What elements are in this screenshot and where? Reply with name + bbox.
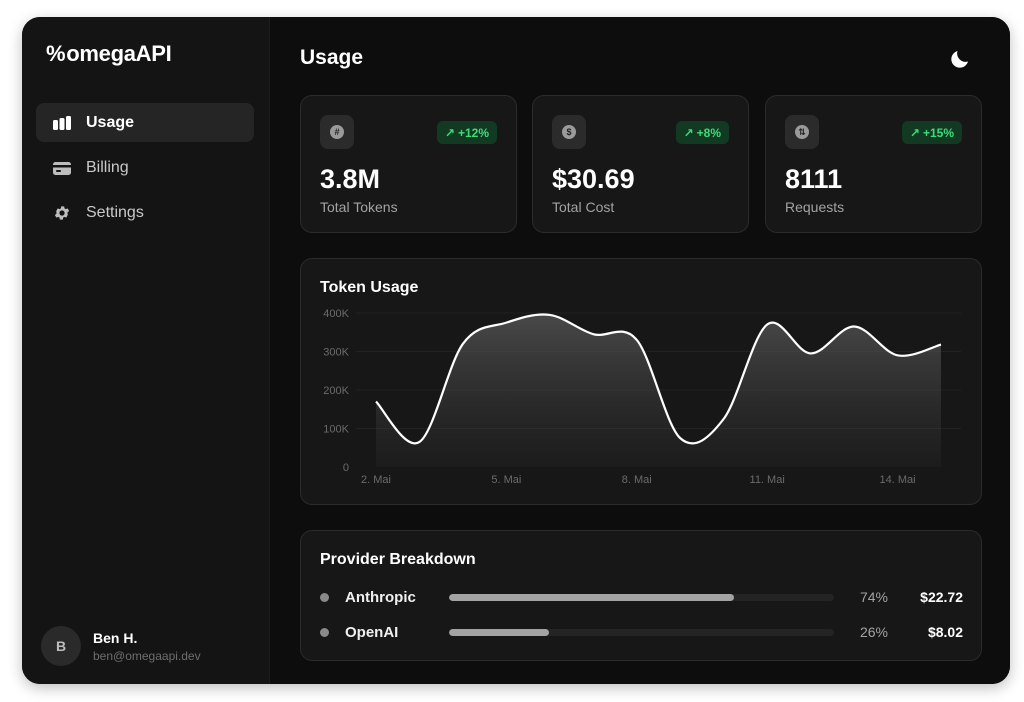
x-tick-label: 11. Mai	[750, 474, 785, 486]
sidebar-item-label: Settings	[86, 203, 144, 221]
data-point	[722, 417, 726, 421]
arrow-up-right-icon: ↗	[909, 125, 920, 140]
token-usage-chart[interactable]: 0 100K 200K 300K 400K 2. Mai 5. Mai 8. Mai 11. M…	[301, 259, 983, 506]
sidebar-nav: Usage Billing Settings	[36, 103, 254, 238]
provider-bar-track	[449, 628, 834, 636]
stat-icon-glyph: #	[330, 125, 344, 139]
arrows-swap-icon: ⇅	[785, 115, 819, 149]
stat-icon-glyph: ⇅	[795, 125, 809, 139]
provider-name: Anthropic	[345, 588, 416, 606]
stat-label: Total Cost	[552, 199, 615, 215]
provider-cost: $22.72	[920, 589, 963, 605]
stat-card-requests: ⇅ ↗ +15% 8111 Requests	[765, 95, 982, 233]
y-tick-label: 400K	[323, 308, 349, 320]
stat-value: $30.69	[552, 164, 635, 194]
data-point	[809, 351, 813, 355]
logo-text: omegaAPI	[66, 41, 172, 66]
change-badge: ↗ +12%	[436, 121, 497, 144]
provider-percent: 74%	[859, 589, 888, 605]
stat-card-cost: $ ↗ +8% $30.69 Total Cost	[532, 95, 749, 233]
data-point	[635, 338, 639, 342]
x-tick-label: 8. Mai	[622, 474, 652, 486]
sidebar: % omegaAPI Usage	[22, 17, 270, 684]
page-title: Usage	[300, 46, 364, 69]
arrow-up-right-icon: ↗	[444, 125, 455, 140]
y-tick-label: 0	[343, 462, 349, 474]
provider-breakdown-card: Provider Breakdown Anthropic 74% $22.72 …	[300, 530, 982, 661]
y-tick-label: 200K	[323, 385, 349, 397]
user-name: Ben H.	[93, 629, 138, 646]
stat-icon-glyph: $	[562, 125, 576, 139]
x-tick-label: 2. Mai	[361, 474, 391, 486]
provider-dot	[320, 592, 329, 602]
hash-icon: #	[320, 115, 354, 149]
provider-row: OpenAI 26% $8.02	[320, 622, 963, 642]
dollar-icon: $	[552, 115, 586, 149]
user-profile[interactable]: B Ben H. ben@omegaapi.dev	[41, 626, 201, 666]
logo-mark: %	[46, 41, 66, 66]
logo[interactable]: % omegaAPI	[46, 41, 172, 67]
bar-chart-icon	[52, 113, 72, 133]
app-window: % omegaAPI Usage	[22, 17, 1010, 684]
provider-bar-fill	[449, 593, 734, 601]
gear-icon	[52, 203, 72, 223]
data-point	[548, 313, 552, 317]
provider-cost: $8.02	[927, 624, 963, 640]
arrow-up-right-icon: ↗	[683, 125, 694, 140]
avatar: B	[41, 626, 81, 666]
sidebar-item-billing[interactable]: Billing	[36, 148, 254, 187]
stat-value: 8111	[785, 164, 843, 194]
provider-percent: 26%	[859, 624, 888, 640]
x-tick-label: 14. Mai	[879, 474, 915, 486]
data-point	[417, 440, 421, 444]
provider-dot	[320, 627, 329, 637]
stat-card-tokens: # ↗ +12% 3.8M Total Tokens	[300, 95, 517, 233]
stat-label: Total Tokens	[320, 199, 398, 215]
data-point	[852, 324, 856, 328]
data-point	[939, 343, 943, 347]
provider-bar-fill	[449, 628, 550, 636]
change-value: +12%	[457, 125, 489, 140]
provider-row: Anthropic 74% $22.72	[320, 587, 963, 607]
data-point	[461, 342, 465, 346]
data-point	[504, 321, 508, 325]
user-email: ben@omegaapi.dev	[93, 648, 201, 663]
data-point	[896, 353, 900, 357]
sidebar-item-settings[interactable]: Settings	[36, 193, 254, 232]
y-tick-label: 300K	[323, 347, 349, 359]
series-line	[375, 313, 942, 445]
main-content: Usage # ↗ +12% 3.8M Total Tokens $ ↗ +8% $…	[270, 17, 1010, 684]
theme-toggle-button[interactable]	[948, 47, 972, 71]
change-badge: ↗ +8%	[675, 121, 729, 144]
chart-title: Token Usage	[320, 279, 419, 296]
data-point	[374, 400, 378, 404]
stat-value: 3.8M	[320, 164, 381, 194]
credit-card-icon	[52, 158, 72, 178]
data-point	[765, 323, 769, 327]
moon-icon	[951, 51, 968, 68]
change-value: +15%	[922, 125, 954, 140]
data-point	[591, 332, 595, 336]
provider-title: Provider Breakdown	[320, 551, 476, 568]
x-tick-label: 5. Mai	[491, 474, 521, 486]
data-point	[678, 436, 682, 440]
provider-bar-track	[449, 593, 834, 601]
sidebar-item-label: Billing	[86, 158, 129, 176]
sidebar-item-usage[interactable]: Usage	[36, 103, 254, 142]
y-tick-label: 100K	[323, 424, 349, 436]
sidebar-item-label: Usage	[86, 113, 135, 131]
change-value: +8%	[696, 125, 721, 140]
token-usage-card: Token Usage 0 100K 200K 300K 400K 2. Mai 5. Ma…	[300, 258, 982, 505]
stat-label: Requests	[785, 199, 845, 215]
provider-name: OpenAI	[345, 623, 399, 641]
change-badge: ↗ +15%	[901, 121, 962, 144]
